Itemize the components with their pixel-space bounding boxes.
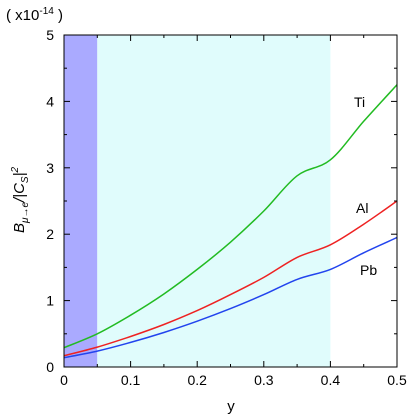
axis-ticks [63, 34, 398, 368]
tick-labels: 0 0.1 0.2 0.3 0.4 0.5 0 1 2 3 4 5 [46, 27, 407, 388]
y-tick-label: 5 [46, 27, 54, 43]
y-axis-label: Bμ→e/|CS|2 [10, 167, 31, 234]
y-tick-label: 2 [46, 226, 54, 242]
x-tick-label: 0.2 [187, 372, 207, 388]
shaded-region-0 [64, 35, 98, 367]
y-tick-label: 1 [46, 293, 54, 309]
series-label-pb: Pb [360, 262, 377, 278]
series-line-al [63, 200, 398, 357]
shaded-regions [64, 35, 331, 367]
y-tick-label: 0 [46, 359, 54, 375]
series-label-al: Al [356, 200, 368, 216]
shaded-region-1 [97, 35, 331, 367]
series-line-pb [63, 236, 398, 359]
x-tick-label: 0.3 [254, 372, 274, 388]
scale-factor-label: ( x10-14 ) [6, 6, 63, 24]
y-tick-label: 3 [46, 160, 54, 176]
series-labels: Ti Al Pb [354, 94, 377, 278]
y-tick-label: 4 [46, 93, 54, 109]
x-tick-label: 0.4 [321, 372, 341, 388]
x-tick-label: 0 [60, 372, 68, 388]
series-lines [63, 84, 398, 359]
x-tick-label: 0.1 [121, 372, 141, 388]
series-label-ti: Ti [354, 94, 365, 110]
series-line-ti [63, 84, 398, 349]
x-axis-label: y [227, 398, 235, 415]
x-tick-label: 0.5 [387, 372, 407, 388]
